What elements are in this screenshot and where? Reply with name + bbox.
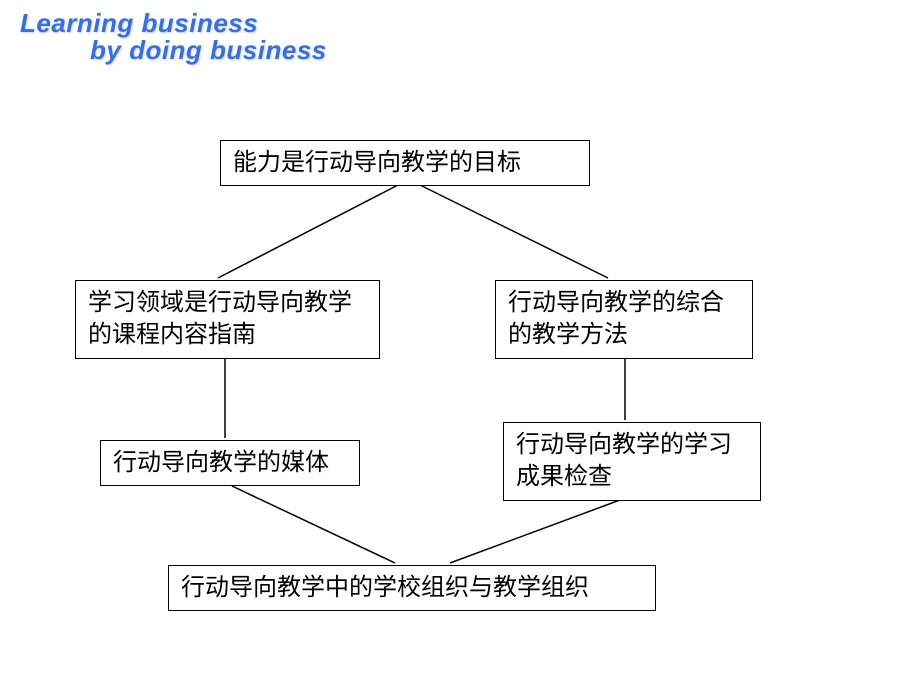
diagram-node-right2: 行动导向教学的学习成果检查 (503, 422, 761, 501)
edge-top-left1 (218, 185, 398, 278)
edge-top-right1 (420, 185, 608, 278)
slide-header: Learning business by doing business (20, 8, 327, 66)
diagram-node-bottom: 行动导向教学中的学校组织与教学组织 (168, 565, 656, 611)
diagram-node-left2: 行动导向教学的媒体 (100, 440, 360, 486)
diagram-node-top: 能力是行动导向教学的目标 (220, 140, 590, 186)
diagram-node-right1: 行动导向教学的综合的教学方法 (495, 280, 753, 359)
diagram-node-left1: 学习领域是行动导向教学的课程内容指南 (75, 280, 380, 359)
edge-right2-bottom (450, 500, 620, 563)
edge-left2-bottom (232, 486, 395, 563)
header-line-2: by doing business (90, 35, 327, 66)
